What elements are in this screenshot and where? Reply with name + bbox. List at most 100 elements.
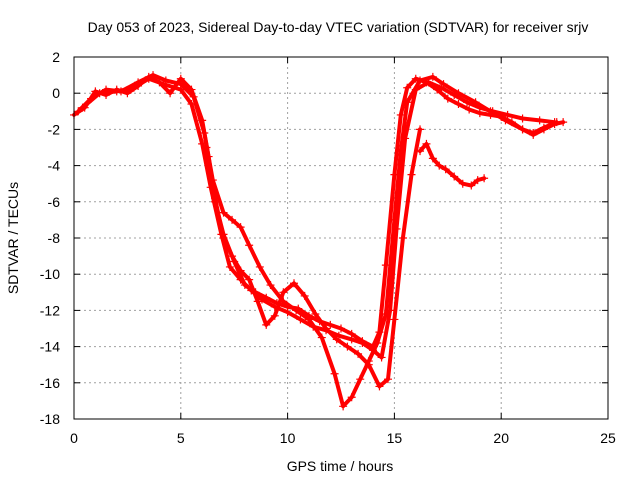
data-point-plus xyxy=(488,107,497,116)
y-tick-label: 0 xyxy=(52,85,60,101)
data-point-plus xyxy=(518,114,527,123)
data-point-plus xyxy=(437,83,446,92)
series-track-5 xyxy=(416,139,489,190)
data-point-plus xyxy=(416,125,425,134)
data-point-plus xyxy=(225,262,234,271)
data-point-plus xyxy=(176,85,185,94)
axis-ticks: 0 5 10 15 20 25 -18 -16 -14 -12 -10 -8 -6 -4 -2 0 2 xyxy=(40,49,616,446)
data-point-plus xyxy=(210,194,219,203)
y-axis-label: SDTVAR / TECUs xyxy=(5,182,21,294)
data-point-plus xyxy=(200,129,209,138)
data-point-plus xyxy=(202,143,211,152)
data-point-plus xyxy=(465,105,474,114)
y-tick-label: -6 xyxy=(48,194,61,210)
data-point-plus xyxy=(332,335,341,344)
data-point-plus xyxy=(503,110,512,119)
data-point-plus xyxy=(219,234,228,242)
data-point-plus xyxy=(236,275,245,284)
series-line xyxy=(418,141,487,188)
data-point-plus xyxy=(396,110,405,119)
x-tick-label: 20 xyxy=(493,430,509,446)
y-tick-label: -12 xyxy=(40,302,60,318)
data-point-plus xyxy=(373,338,382,347)
data-point-plus xyxy=(326,320,335,329)
data-point-plus xyxy=(253,297,262,306)
data-point-plus xyxy=(375,382,384,391)
data-point-plus xyxy=(392,224,401,233)
data-point-plus xyxy=(377,353,386,362)
data-point-plus xyxy=(159,80,168,89)
data-point-plus xyxy=(458,179,467,188)
chart-title: Day 053 of 2023, Sidereal Day-to-day VTE… xyxy=(88,19,589,35)
data-point-plus xyxy=(219,208,228,217)
y-tick-label: -8 xyxy=(48,230,61,246)
data-point-plus xyxy=(383,375,392,384)
data-point-plus xyxy=(411,85,420,94)
data-point-plus xyxy=(187,100,196,109)
grid-lines xyxy=(74,57,608,419)
data-point-plus xyxy=(398,234,407,242)
data-point-plus xyxy=(309,322,318,331)
data-point-plus xyxy=(403,98,412,107)
data-point-plus xyxy=(144,74,153,83)
series-track-4 xyxy=(202,125,425,391)
data-point-plus xyxy=(236,223,245,232)
data-point-plus xyxy=(354,349,363,358)
data-point-plus xyxy=(529,129,538,138)
data-point-plus xyxy=(290,279,299,288)
data-point-plus xyxy=(296,315,305,324)
x-axis-label: GPS time / hours xyxy=(287,458,394,474)
y-tick-label: -16 xyxy=(40,375,60,391)
y-tick-label: 2 xyxy=(52,49,60,65)
data-point-plus xyxy=(339,402,348,411)
data-point-plus xyxy=(236,266,245,275)
data-point-plus xyxy=(435,161,444,170)
data-point-plus xyxy=(292,306,301,315)
data-point-plus xyxy=(347,393,356,402)
data-point-plus xyxy=(539,123,548,132)
y-tick-label: -18 xyxy=(40,411,60,427)
data-point-plus xyxy=(317,333,326,342)
data-point-plus xyxy=(454,100,463,109)
data-point-plus xyxy=(74,107,83,116)
data-point-plus xyxy=(300,291,309,300)
data-point-plus xyxy=(356,375,365,384)
data-point-plus xyxy=(501,116,510,125)
data-point-plus xyxy=(369,346,378,355)
data-point-plus xyxy=(407,170,416,179)
data-point-plus xyxy=(535,116,544,125)
data-point-plus xyxy=(270,311,279,320)
data-point-plus xyxy=(311,310,320,319)
y-tick-label: -14 xyxy=(40,339,60,355)
data-point-plus xyxy=(450,172,459,181)
data-point-plus xyxy=(228,252,237,261)
data-point-plus xyxy=(266,281,275,290)
data-point-plus xyxy=(463,98,472,107)
data-point-plus xyxy=(343,342,352,351)
data-point-plus xyxy=(245,241,254,250)
data-point-plus xyxy=(189,92,198,101)
y-tick-label: -4 xyxy=(48,158,61,174)
series-line xyxy=(76,73,559,409)
data-point-plus xyxy=(475,103,484,112)
y-tick-label: -2 xyxy=(48,121,61,137)
data-point-plus xyxy=(112,87,121,96)
data-point-plus xyxy=(422,139,431,148)
data-point-plus xyxy=(245,275,254,284)
data-point-plus xyxy=(279,288,288,297)
x-tick-label: 15 xyxy=(387,430,403,446)
data-point-plus xyxy=(403,83,412,92)
data-point-plus xyxy=(78,103,87,112)
data-point-plus xyxy=(424,78,433,87)
y-tick-label: -10 xyxy=(40,266,60,282)
data-point-plus xyxy=(347,335,356,344)
data-point-plus xyxy=(149,71,158,80)
data-point-plus xyxy=(550,118,559,127)
data-point-plus xyxy=(166,89,175,98)
data-point-plus xyxy=(473,176,482,185)
data-point-plus xyxy=(467,181,476,190)
data-point-plus xyxy=(411,74,420,83)
data-point-plus xyxy=(443,94,452,103)
